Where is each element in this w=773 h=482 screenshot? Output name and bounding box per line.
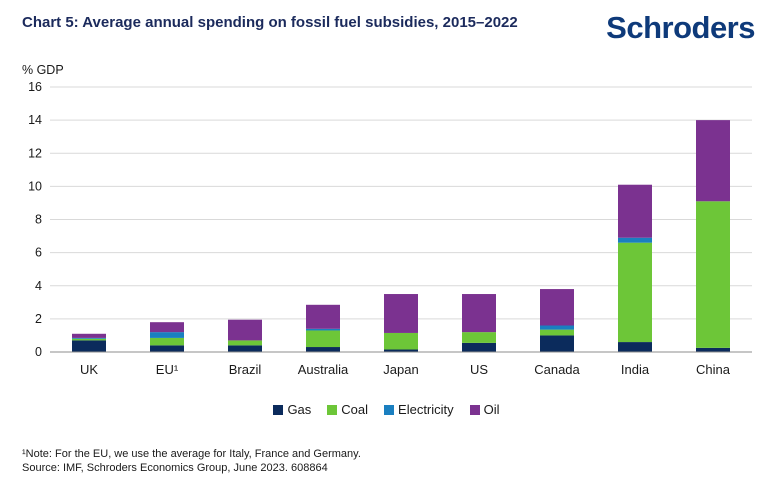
bar-segment-electricity — [540, 325, 574, 330]
legend-label: Gas — [287, 402, 312, 417]
bar-segment-coal — [150, 337, 184, 346]
bar-segment-gas — [462, 342, 496, 352]
legend-item-oil: Oil — [469, 402, 500, 417]
bar-segment-oil — [306, 304, 340, 329]
legend-swatch — [327, 404, 338, 415]
y-tick-label: 6 — [35, 246, 42, 260]
y-tick-label: 12 — [28, 146, 42, 160]
x-tick-label: UK — [80, 362, 98, 377]
chart-title: Chart 5: Average annual spending on foss… — [22, 14, 518, 31]
x-tick-label: Brazil — [229, 362, 262, 377]
bar-segment-oil — [618, 184, 652, 238]
bar-segment-gas — [696, 347, 730, 352]
bar-segment-gas — [228, 345, 262, 352]
legend-label: Oil — [483, 402, 500, 417]
bar-segment-oil — [696, 120, 730, 202]
y-tick-label: 4 — [35, 279, 42, 293]
bar-segment-gas — [384, 349, 418, 352]
y-tick-label: 8 — [35, 213, 42, 227]
bar-segment-coal — [462, 332, 496, 343]
y-tick-label: 10 — [28, 179, 42, 193]
x-tick-label: Australia — [298, 362, 349, 377]
x-tick-label: China — [696, 362, 731, 377]
bar-segment-oil — [150, 322, 184, 333]
y-tick-label: 14 — [28, 113, 42, 127]
x-tick-label: India — [621, 362, 650, 377]
legend-swatch — [384, 404, 395, 415]
legend-item-electricity: Electricity — [384, 402, 454, 417]
y-axis-label: % GDP — [22, 63, 64, 77]
x-tick-label: Canada — [534, 362, 580, 377]
stacked-bar-chart: 0 2 4 6 8 10 12 14 16 UK EU¹ Brazil Australia Japan US… — [28, 80, 752, 377]
x-tick-label: Japan — [383, 362, 418, 377]
bar-segment-coal — [72, 338, 106, 341]
bar-segment-coal — [540, 329, 574, 336]
legend-swatch — [273, 404, 284, 415]
bar-segment-oil — [228, 319, 262, 341]
bar-segment-oil — [462, 294, 496, 333]
legend-item-gas: Gas — [273, 402, 311, 417]
bar-segment-coal — [384, 332, 418, 350]
bar-segment-gas — [72, 340, 106, 352]
chart-legend: Gas Coal Electricity Oil — [0, 402, 773, 417]
bar-segment-oil — [540, 289, 574, 326]
bar-segment-electricity — [306, 328, 340, 331]
footnote: ¹Note: For the EU, we use the average fo… — [22, 447, 361, 475]
x-tick-label: EU¹ — [156, 362, 179, 377]
legend-swatch — [469, 404, 480, 415]
bar-segment-coal — [618, 242, 652, 343]
bar-segment-electricity — [150, 332, 184, 338]
legend-item-coal: Coal — [327, 402, 368, 417]
legend-label: Electricity — [398, 402, 454, 417]
x-tick-label: US — [470, 362, 488, 377]
y-tick-label: 0 — [35, 345, 42, 359]
bar-segment-oil — [72, 333, 106, 338]
y-tick-label: 2 — [35, 312, 42, 326]
bar-segment-gas — [618, 342, 652, 352]
bar-segment-electricity — [72, 337, 106, 339]
bar-segment-gas — [150, 345, 184, 352]
bar-segment-coal — [306, 330, 340, 348]
bar-segment-gas — [306, 347, 340, 352]
schroders-logo: Schroders — [606, 10, 755, 45]
y-tick-label: 16 — [28, 80, 42, 94]
bar-segment-oil — [384, 294, 418, 333]
bar-segment-gas — [540, 335, 574, 352]
legend-label: Coal — [341, 402, 369, 417]
bar-segment-coal — [696, 201, 730, 348]
footnote-note: ¹Note: For the EU, we use the average fo… — [22, 448, 361, 460]
footnote-source: Source: IMF, Schroders Economics Group, … — [22, 462, 328, 474]
bar-segment-coal — [228, 340, 262, 346]
bar-segment-electricity — [618, 237, 652, 243]
